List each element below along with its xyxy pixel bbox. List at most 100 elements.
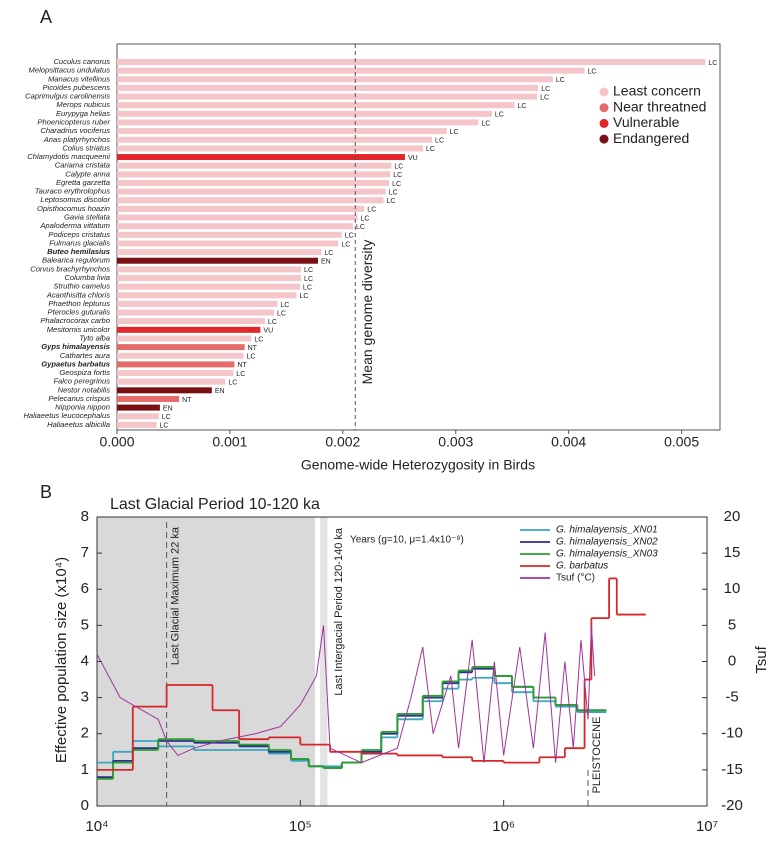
- legend-label: G. himalayensis_XN01: [556, 525, 658, 536]
- y2-tick-label: -20: [721, 797, 743, 814]
- status-label: LC: [345, 233, 354, 240]
- y-tick-label: 1: [81, 761, 89, 778]
- status-label: LC: [324, 250, 333, 257]
- mean-label: Mean genome diversity: [359, 240, 375, 385]
- y-tick-label: 8: [81, 508, 89, 525]
- annotation: Last Glacial Maximum 22 ka: [170, 526, 182, 665]
- bar: [117, 344, 245, 351]
- bar: [117, 231, 342, 238]
- status-label: LC: [268, 319, 277, 326]
- y2-tick-label: -10: [721, 725, 743, 742]
- category-label: Mesitornis unicolor: [47, 325, 111, 334]
- x-tick-label: 0.005: [664, 434, 699, 450]
- bar: [117, 197, 384, 204]
- status-label: LC: [393, 172, 402, 179]
- legend-label: Endangered: [613, 130, 689, 146]
- category-label: Struthio camelus: [53, 282, 110, 291]
- status-label: LC: [254, 336, 263, 343]
- bar: [117, 361, 235, 368]
- category-label: Tyto alba: [79, 333, 110, 342]
- bar: [117, 335, 252, 342]
- y-tick-label: 2: [81, 725, 89, 742]
- x-tick-label: 10⁷: [696, 818, 718, 835]
- category-label: Acanthisitta chloris: [46, 290, 111, 299]
- status-label: LC: [277, 310, 286, 317]
- panel-title: Last Glacial Period 10-120 ka: [110, 496, 320, 513]
- status-label: VU: [408, 155, 418, 162]
- category-label: Egretta garzetta: [56, 178, 110, 187]
- category-label: Cariama cristata: [55, 161, 110, 170]
- status-label: LC: [160, 423, 169, 430]
- y2-tick-label: 5: [728, 616, 736, 633]
- status-label: NT: [182, 397, 192, 404]
- category-label: Balearica regulorum: [42, 256, 110, 265]
- category-label: Anas platyrhynchos: [43, 135, 110, 144]
- x-tick-label: 0.003: [438, 434, 473, 450]
- status-label: LC: [587, 68, 596, 75]
- bar: [117, 387, 212, 394]
- y-tick-label: 4: [81, 652, 89, 669]
- status-label: LC: [361, 215, 370, 222]
- legend-label: Least concern: [613, 83, 701, 99]
- bar: [117, 421, 157, 428]
- bar: [117, 102, 515, 109]
- status-label: EN: [163, 405, 173, 412]
- y2-tick-label: 20: [724, 508, 741, 525]
- category-label: Fulmarus glacialis: [49, 238, 110, 247]
- category-label: Nestor notabilis: [58, 385, 111, 394]
- y2-tick-label: 0: [728, 652, 736, 669]
- x-tick-label: 10⁶: [492, 818, 515, 835]
- bar: [117, 300, 278, 307]
- status-label: LC: [540, 94, 549, 101]
- bar: [117, 93, 538, 100]
- category-label: Buteo hemilasius: [47, 247, 110, 256]
- bar: [117, 275, 302, 281]
- category-label: Pelecanus crispus: [48, 394, 110, 403]
- bar: [117, 413, 159, 420]
- bar: [117, 257, 318, 264]
- y-tick-label: 6: [81, 580, 89, 597]
- legend-label: G. himalayensis_XN02: [556, 537, 658, 548]
- category-label: Pterocles guturalis: [48, 308, 111, 317]
- status-label: LC: [481, 120, 490, 127]
- bar: [117, 154, 405, 161]
- status-label: VU: [263, 328, 273, 335]
- status-label: EN: [215, 388, 225, 395]
- status-label: NT: [237, 362, 247, 369]
- category-label: Cathartes aura: [60, 351, 110, 360]
- y2-tick-label: -5: [725, 689, 738, 706]
- bar: [117, 326, 261, 333]
- status-label: LC: [392, 181, 401, 188]
- category-label: Gavia stellata: [64, 213, 110, 222]
- category-label: Geospiza fortis: [59, 368, 110, 377]
- bar: [117, 84, 539, 91]
- status-label: LC: [304, 267, 313, 274]
- bar: [117, 119, 479, 126]
- panel-letter: B: [40, 482, 52, 502]
- category-label: Apaloderma vittatum: [39, 221, 110, 230]
- status-label: LC: [389, 189, 398, 196]
- panel-letter: A: [40, 7, 52, 27]
- legend-label: Near threatned: [613, 98, 706, 114]
- bar: [117, 179, 390, 186]
- bar: [117, 136, 433, 143]
- annotation: Years (g=10, μ=1.4x10⁻⁸): [350, 535, 464, 546]
- status-label: LC: [556, 77, 565, 84]
- category-label: Tauraco erythrolophus: [35, 187, 110, 196]
- y2-tick-label: 15: [724, 544, 741, 561]
- status-label: NT: [248, 345, 258, 352]
- bar: [117, 309, 274, 316]
- bar: [117, 214, 358, 221]
- bar: [117, 318, 265, 325]
- category-label: Nipponia nippon: [55, 403, 110, 412]
- bar: [117, 378, 226, 385]
- category-label: Phaethon lepturus: [48, 299, 110, 308]
- legend-swatch: [599, 87, 609, 97]
- status-label: LC: [236, 371, 245, 378]
- category-label: Merops nubicus: [56, 100, 110, 109]
- category-label: Chlamydotis macqueenii: [27, 152, 110, 161]
- bar: [117, 110, 492, 117]
- bar: [117, 352, 244, 359]
- bar: [117, 67, 585, 74]
